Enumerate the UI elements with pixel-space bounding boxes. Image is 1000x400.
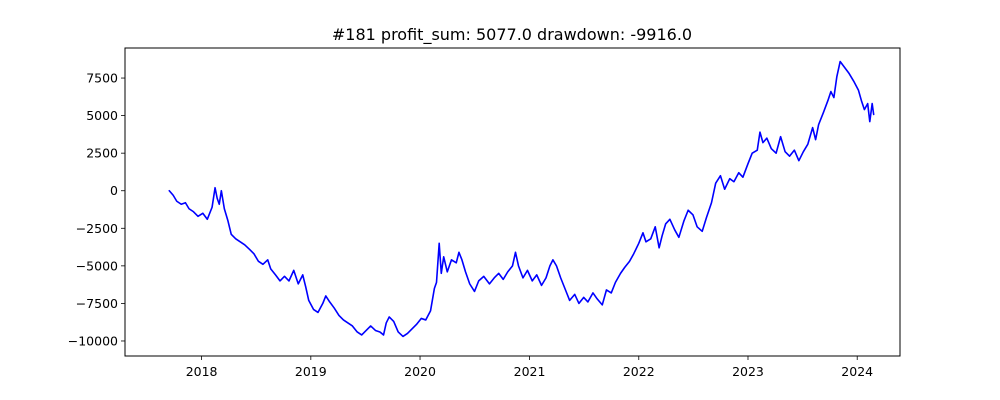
x-tick-label: 2021 (514, 364, 546, 379)
plot-area (124, 47, 901, 357)
x-tick-label: 2018 (186, 364, 218, 379)
y-tick-label: 5000 (86, 108, 118, 123)
x-tick-label: 2022 (623, 364, 655, 379)
x-axis: 2018 2019 2020 2021 2022 2023 2024 (186, 356, 873, 379)
y-tick-label: 7500 (86, 71, 118, 86)
x-tick-label: 2019 (295, 364, 327, 379)
x-tick-label: 2020 (404, 364, 436, 379)
y-tick-label: −2500 (76, 221, 118, 236)
y-tick-label: −7500 (76, 296, 118, 311)
x-tick-label: 2024 (841, 364, 873, 379)
y-tick-label: 2500 (86, 146, 118, 161)
series-line-0 (168, 60, 875, 338)
y-tick-label: −10000 (68, 333, 118, 348)
series-layer (168, 60, 875, 338)
y-tick-label: −5000 (76, 258, 118, 273)
plot-frame (124, 47, 901, 357)
y-axis: 7500 5000 2500 0 −2500 −5000 −7500 −10000 (68, 71, 125, 348)
chart-title: #181 profit_sum: 5077.0 drawdown: -9916.… (332, 25, 692, 45)
y-tick-label: 0 (110, 183, 118, 198)
x-tick-label: 2023 (732, 364, 764, 379)
